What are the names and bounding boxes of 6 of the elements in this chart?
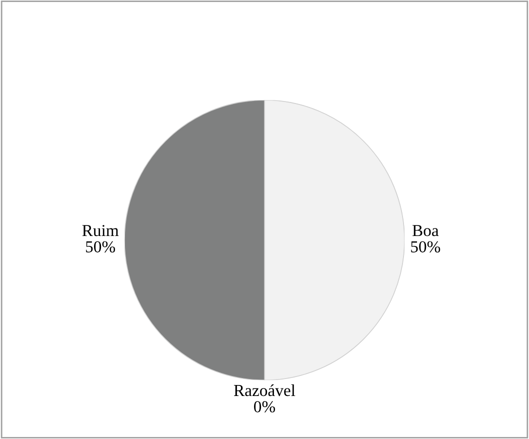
data-label: 50%: [86, 241, 116, 252]
data-label: 50%: [411, 241, 440, 252]
text: 0%: [254, 401, 276, 412]
slice-label: Ruim: [82, 224, 119, 236]
slice-label: Boa: [412, 225, 439, 236]
category-label: Razoável: [234, 384, 296, 396]
